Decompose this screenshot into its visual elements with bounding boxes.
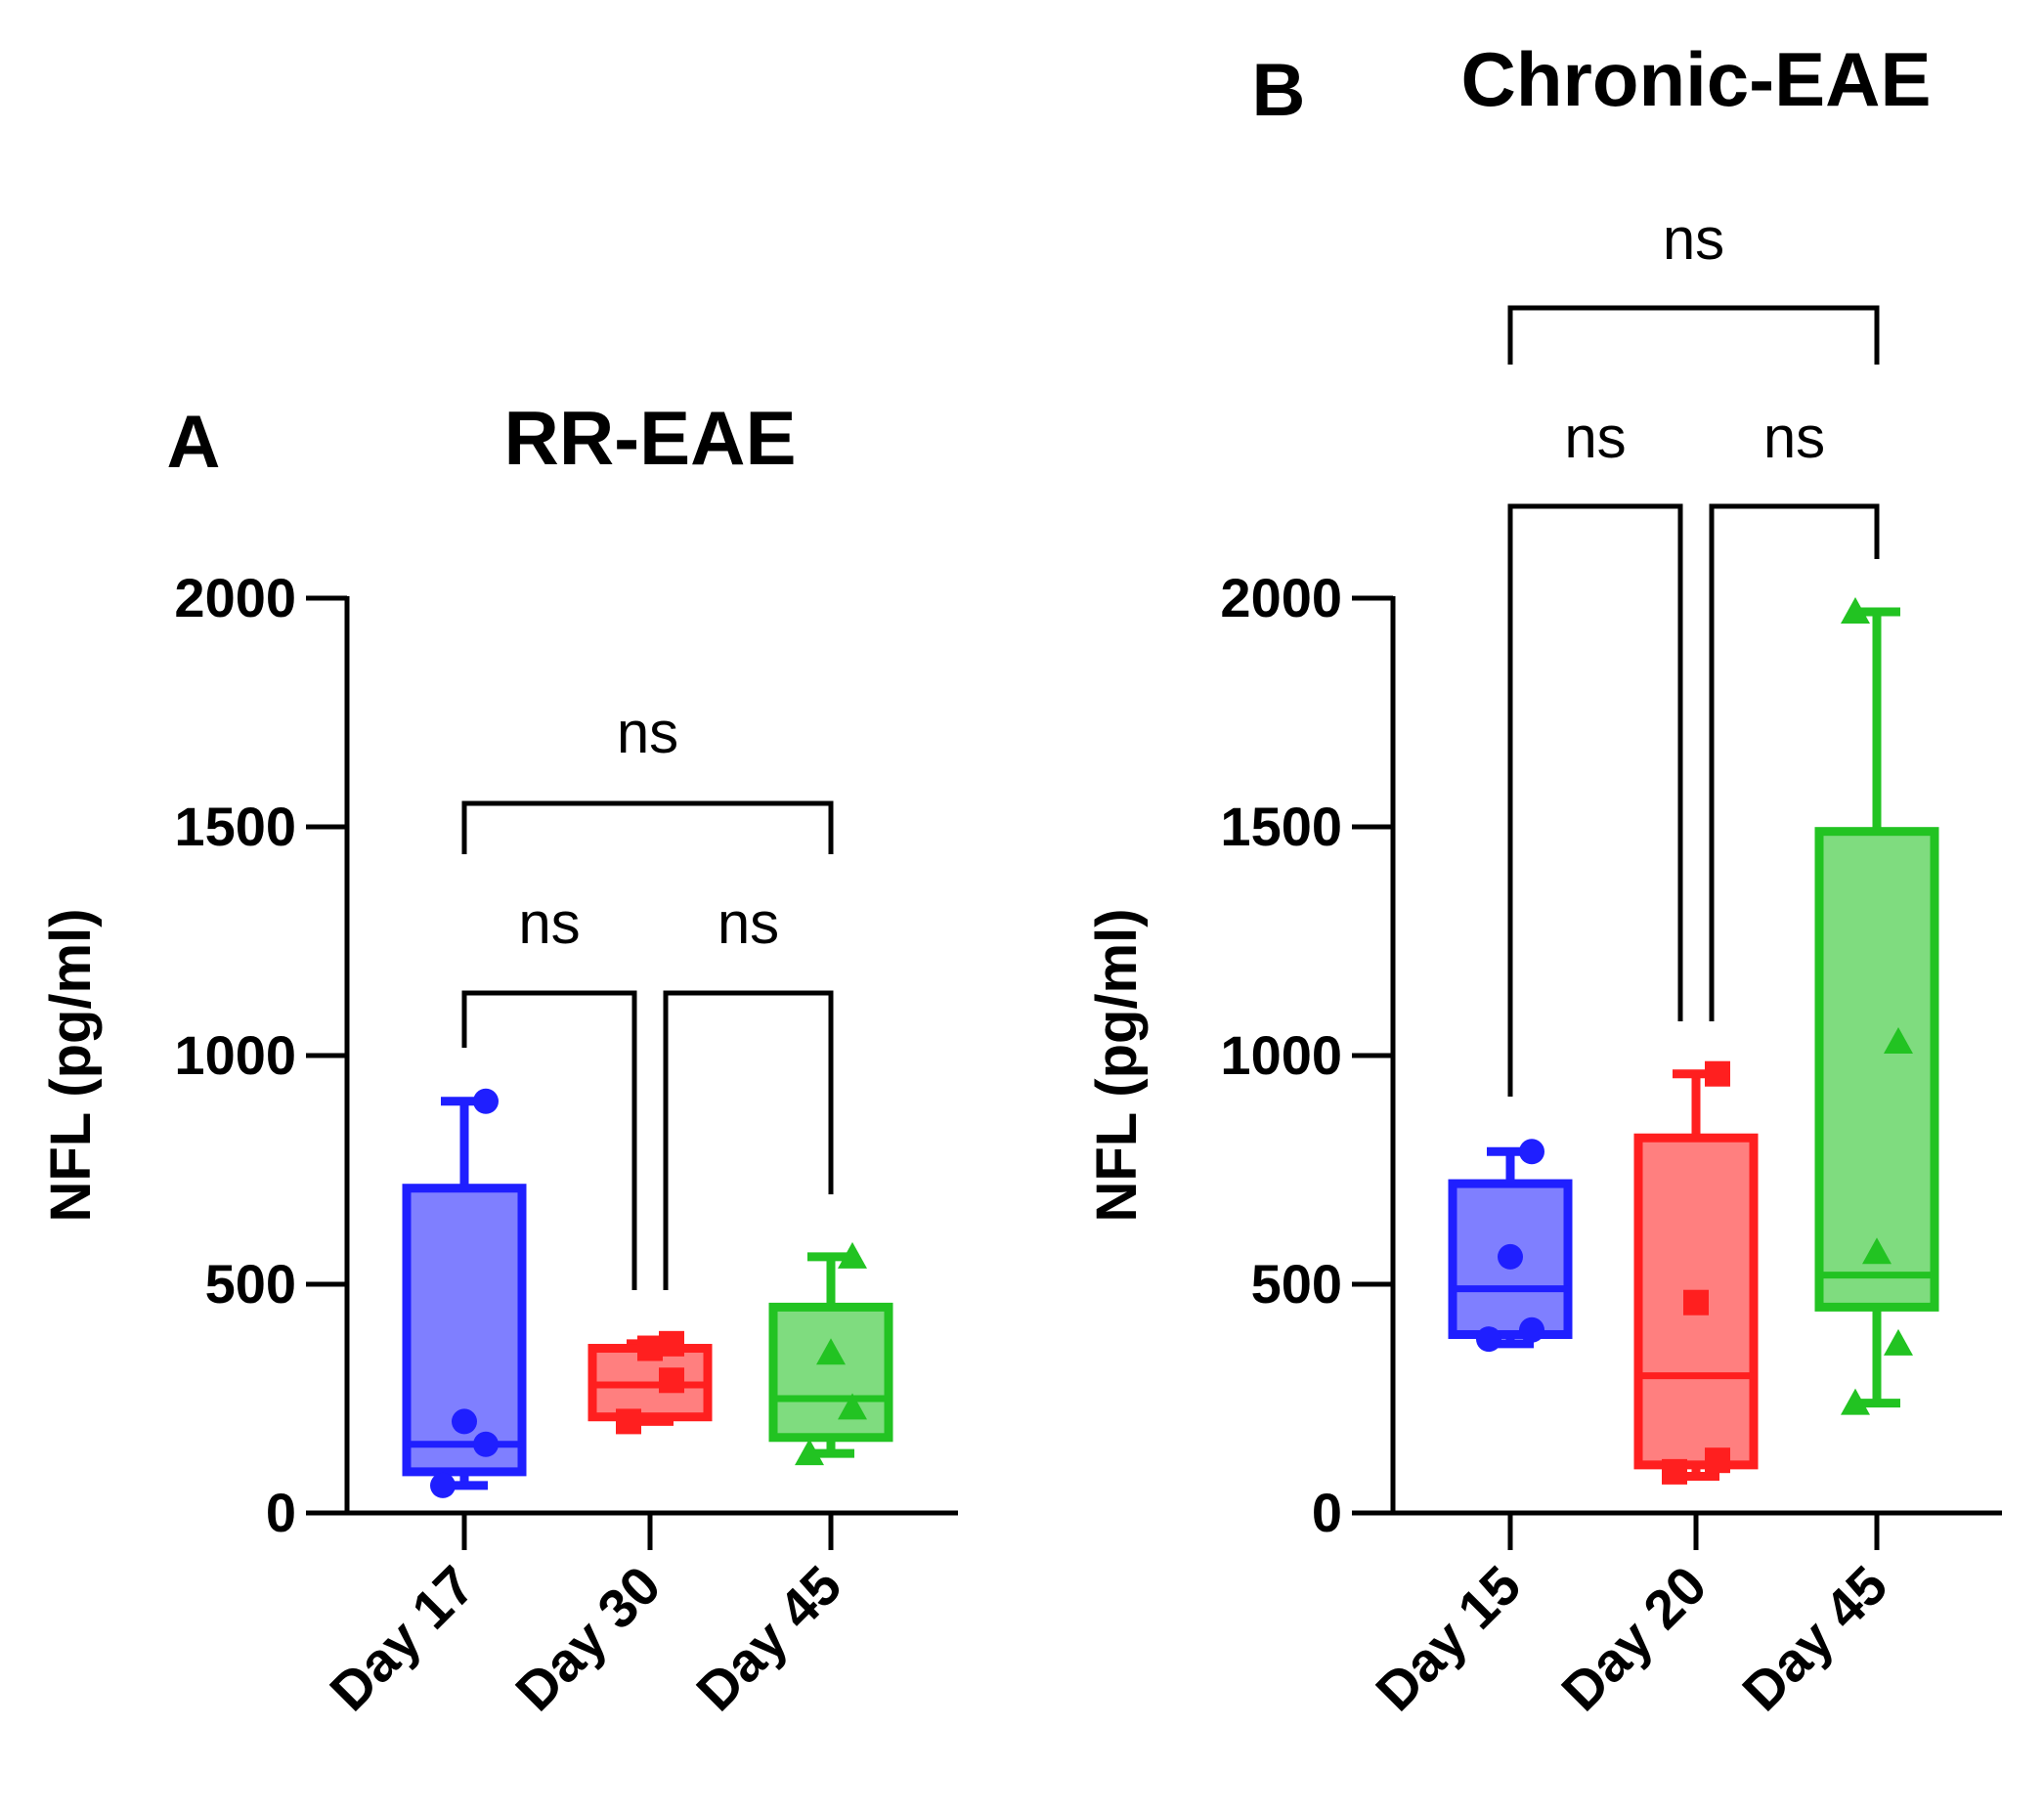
bracket-line (461, 800, 834, 854)
data-point (1683, 1289, 1709, 1316)
bracket-line (1507, 305, 1880, 365)
data-point (1841, 597, 1870, 625)
y-tick-label: 0 (266, 1482, 296, 1543)
data-point (1841, 1388, 1870, 1415)
y-tick-label: 2000 (1220, 567, 1342, 628)
data-point (1884, 1026, 1913, 1054)
significance-label: ns (617, 700, 678, 765)
data-point (1862, 1237, 1892, 1265)
box-day-20 (1633, 1060, 1759, 1485)
box-day-45 (768, 1241, 893, 1466)
data-point (659, 1367, 684, 1394)
box-iqr (768, 1302, 893, 1443)
x-category-label: Day 45 (1730, 1554, 1898, 1722)
y-tick-label: 500 (205, 1253, 296, 1315)
data-point (1884, 1328, 1913, 1356)
data-point (838, 1241, 867, 1269)
y-axis-label: NFL (pg/ml) (1085, 908, 1149, 1222)
panel-b: B Chronic-EAE 0 500 1000 1500 2000 NFL (pg/ml) D… (1085, 36, 2002, 1722)
chart-title: RR-EAE (503, 395, 796, 481)
bracket-line (1507, 503, 1683, 1097)
data-point (637, 1335, 663, 1361)
x-category-label: Day 17 (318, 1554, 486, 1722)
data-point (1705, 1447, 1730, 1474)
significance-bracket: ns (1507, 206, 1880, 365)
significance-bracket: ns (1507, 405, 1683, 1097)
bracket-line (663, 990, 834, 1290)
y-tick-label: 1500 (1220, 796, 1342, 857)
panel-letter: A (167, 401, 221, 484)
significance-label: ns (518, 890, 580, 956)
box-day-15 (1448, 1139, 1573, 1353)
x-category-label: Day 20 (1549, 1554, 1718, 1722)
x-category-label: Day 45 (684, 1554, 852, 1722)
significance-label: ns (718, 890, 779, 956)
significance-bracket: ns (1709, 405, 1880, 1021)
panel-letter: B (1252, 49, 1306, 132)
x-category-label: Day 15 (1364, 1554, 1532, 1722)
box-iqr (1814, 827, 1939, 1312)
box-day-17 (402, 1088, 527, 1498)
y-tick-label: 500 (1251, 1253, 1342, 1315)
y-tick-label: 1500 (174, 796, 296, 857)
box-day-45 (1814, 597, 1939, 1415)
bracket-line (1709, 503, 1880, 1021)
data-point (1519, 1317, 1544, 1343)
significance-label: ns (1663, 206, 1724, 272)
box-day-30 (587, 1330, 713, 1435)
data-point (1476, 1326, 1501, 1353)
chart-title: Chronic-EAE (1460, 36, 1931, 122)
data-point (1498, 1243, 1523, 1270)
data-point (1519, 1139, 1544, 1165)
y-tick-label: 0 (1312, 1482, 1342, 1543)
y-tick-label: 2000 (174, 567, 296, 628)
y-tick-label: 1000 (174, 1024, 296, 1086)
data-point (473, 1431, 499, 1457)
data-point (1662, 1458, 1687, 1485)
data-point (795, 1439, 824, 1466)
data-point (616, 1408, 641, 1435)
data-point (838, 1393, 867, 1420)
panel-a: A RR-EAE 0 500 1000 1500 2000 NFL (pg/ml) Day 17… (39, 395, 958, 1722)
data-point (452, 1408, 477, 1435)
significance-label: ns (1564, 405, 1626, 470)
data-point (659, 1330, 684, 1357)
significance-bracket: ns (461, 700, 834, 854)
data-point (473, 1088, 499, 1114)
y-tick-label: 1000 (1220, 1024, 1342, 1086)
significance-bracket: ns (461, 890, 637, 1290)
bracket-line (461, 990, 637, 1290)
x-category-label: Day 30 (503, 1554, 672, 1722)
data-point (816, 1338, 846, 1365)
data-point (1705, 1060, 1730, 1087)
y-axis-label: NFL (pg/ml) (39, 908, 103, 1222)
significance-bracket: ns (663, 890, 834, 1290)
data-point (430, 1472, 456, 1498)
significance-label: ns (1763, 405, 1825, 470)
